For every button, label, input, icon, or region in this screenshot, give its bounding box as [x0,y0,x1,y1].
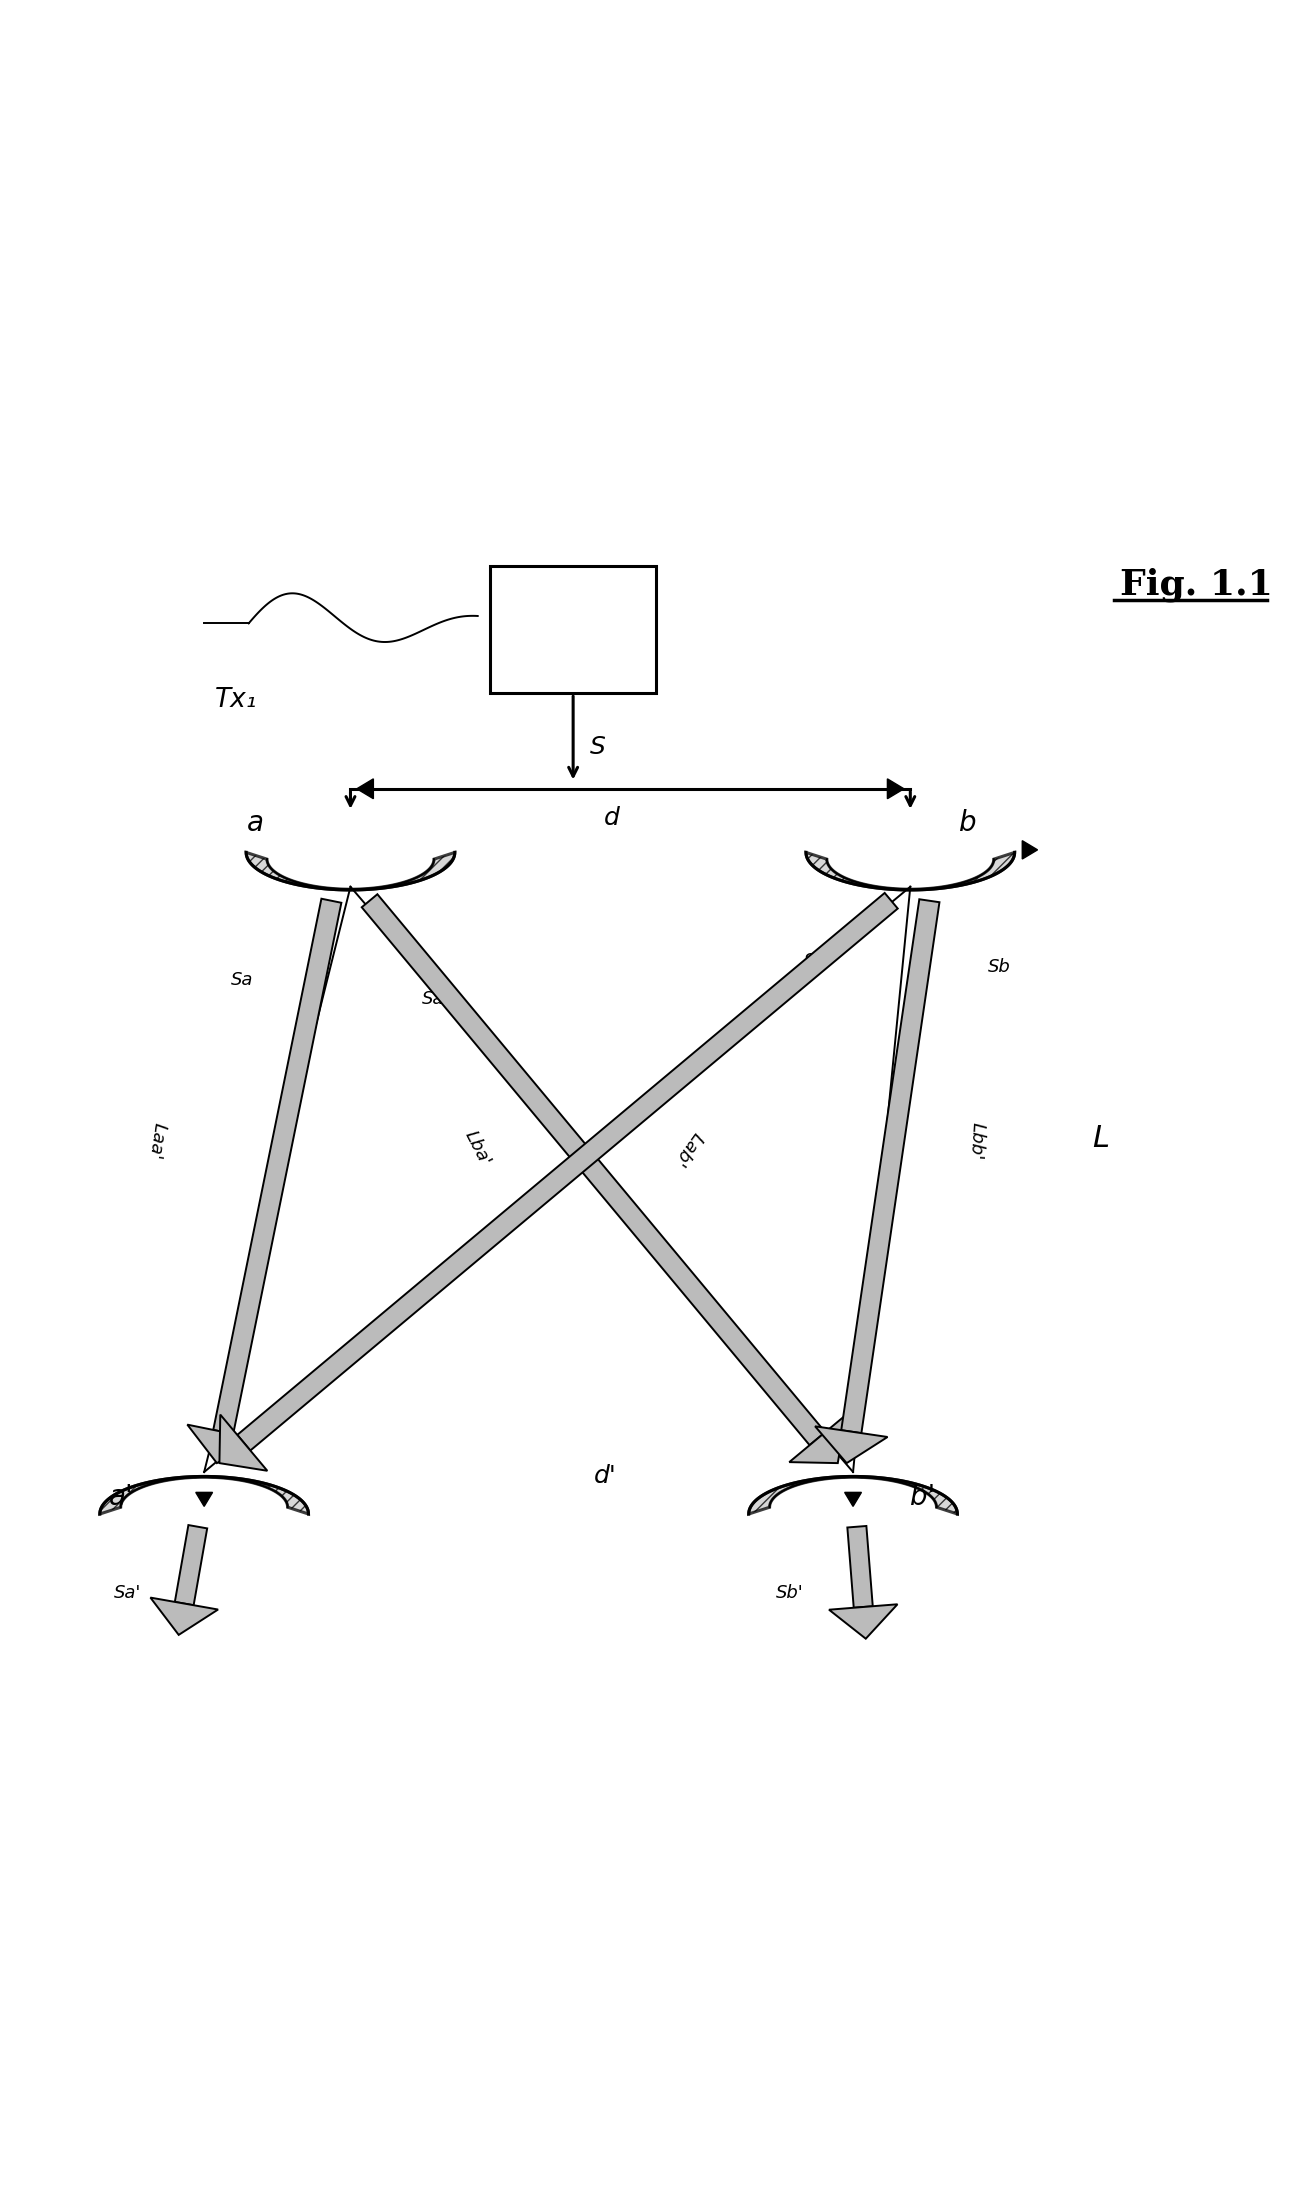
Text: Laa': Laa' [146,1123,169,1160]
Text: Lba': Lba' [462,1129,495,1169]
Polygon shape [247,852,455,889]
Text: Sb': Sb' [775,1585,803,1602]
Text: Lbb': Lbb' [967,1123,987,1160]
Polygon shape [749,1477,958,1514]
Polygon shape [841,900,939,1433]
Polygon shape [100,1477,308,1514]
Text: d: d [604,806,619,830]
Polygon shape [151,1598,218,1635]
Polygon shape [214,898,341,1435]
Text: S: S [589,735,606,759]
Polygon shape [1022,841,1038,858]
Polygon shape [848,1525,872,1607]
Polygon shape [357,779,374,799]
Polygon shape [845,1492,862,1505]
Text: a: a [247,810,264,836]
Polygon shape [362,894,825,1446]
Polygon shape [829,1605,897,1640]
Polygon shape [806,852,1014,889]
Text: b: b [959,810,976,836]
Text: b': b' [911,1483,935,1512]
Polygon shape [195,1492,213,1505]
Polygon shape [174,1525,207,1605]
Text: Sb: Sb [988,957,1010,975]
Polygon shape [219,1415,268,1470]
Text: Sa: Sa [422,990,445,1008]
Text: Sa: Sa [231,971,253,988]
Text: Sb: Sb [803,951,827,971]
Text: Sa': Sa' [114,1585,142,1602]
Polygon shape [815,1426,887,1464]
Text: a': a' [109,1483,134,1512]
Text: L: L [1093,1125,1110,1153]
Bar [491,566,656,693]
Text: d': d' [593,1464,617,1488]
Text: Lab': Lab' [669,1129,706,1169]
Polygon shape [188,1424,260,1464]
Polygon shape [887,779,904,799]
Text: Fig. 1.1: Fig. 1.1 [1120,568,1273,603]
Text: Tx₁: Tx₁ [215,687,257,713]
Polygon shape [237,894,897,1450]
Polygon shape [790,1415,846,1464]
